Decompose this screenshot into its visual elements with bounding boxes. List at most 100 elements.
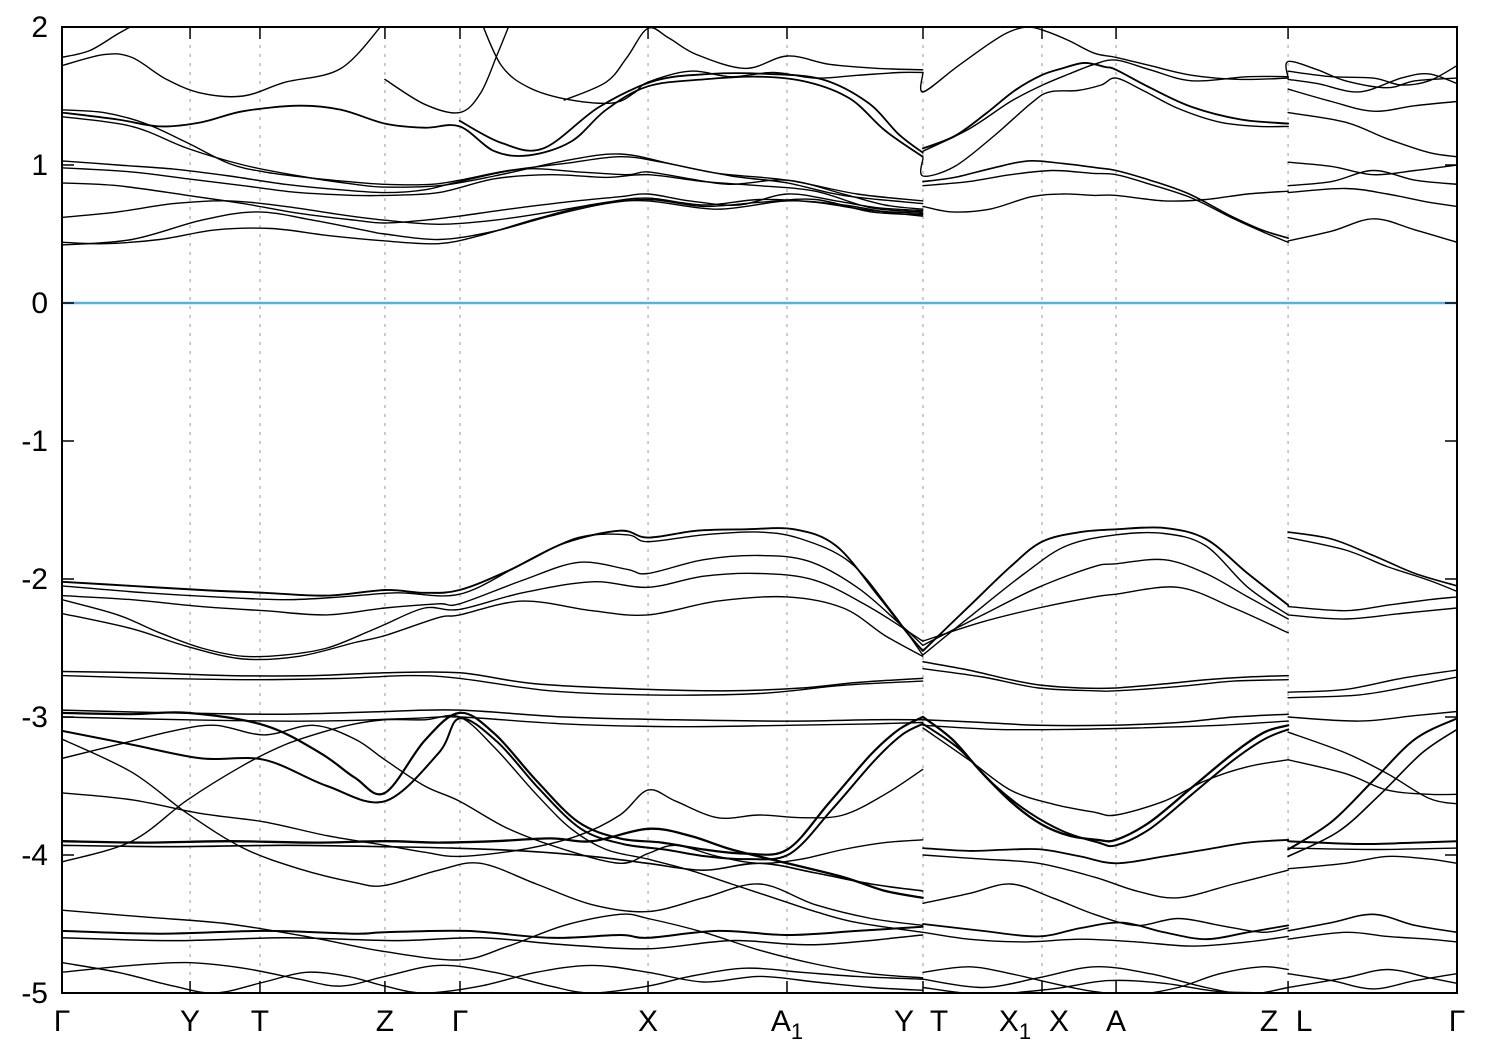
band-line [62,768,924,858]
x-tick-label: Y [894,1005,914,1038]
band-line [922,854,1289,899]
x-tick-label: T [251,1005,269,1038]
band-line [62,182,924,224]
band-line [922,558,1289,646]
band-line [922,722,1290,848]
band-line [1287,64,1457,86]
band-line [62,197,924,225]
band-line [1287,161,1457,176]
band-line [922,931,1289,947]
band-line [62,711,924,856]
band-line [62,961,924,993]
y-tick-label: 1 [31,149,48,182]
band-line [1287,88,1457,112]
band-line [922,531,1289,656]
band-line [1287,187,1457,208]
band-line [62,716,924,728]
band-line [1285,60,1457,89]
band-line [62,961,924,993]
band-line [384,27,510,114]
band-line [1287,536,1457,593]
x-tick-label: X [1049,1005,1069,1038]
band-line [1287,669,1457,693]
y-tick-label: -5 [21,977,48,1010]
band-line [1287,728,1457,858]
band-line [62,554,924,646]
band-line [1287,676,1457,699]
band-line [62,827,924,899]
band-line [1287,218,1457,243]
band-line [458,72,924,154]
band-line [922,966,1289,993]
y-tick-label: 0 [31,287,48,320]
band-line [919,77,1289,177]
band-line [62,198,924,245]
band-line [922,59,1289,152]
band-line [922,668,1289,692]
x-tick-label: Γ [54,1005,71,1038]
x-tick-label: Z [376,1005,394,1038]
band-line [922,190,1289,213]
band-line [1287,169,1457,187]
band-line [922,159,1289,239]
band-line [62,709,924,722]
y-tick-label: 2 [31,11,48,44]
y-tick-label: -2 [21,563,48,596]
band-line [62,934,924,950]
band-line [922,713,1289,727]
band-line [62,738,924,927]
band-line [1287,607,1457,620]
band-line [1287,855,1457,870]
band-line [922,883,1289,934]
bands-group [62,27,1457,993]
band-line [62,670,924,692]
band-line [922,720,1289,731]
band-line [919,27,1289,93]
band-line [62,674,924,696]
band-line [1287,731,1457,805]
x-tick-label: X1 [999,1005,1031,1044]
band-line [922,727,1289,817]
band-line [1287,913,1457,934]
band-line [922,526,1290,652]
band-line [922,979,1289,993]
band-line [62,167,924,213]
band-line [563,27,924,101]
band-line [1287,717,1457,851]
x-tick-label: A [1106,1005,1126,1038]
band-line [62,714,924,933]
plot-frame [61,26,1458,994]
band-line [1287,111,1457,158]
band-line [62,75,924,158]
band-line [62,909,924,979]
band-line [62,717,924,861]
x-tick-label: Y [180,1005,200,1038]
band-line [922,965,1289,993]
band-line [922,838,1290,865]
band-line [1287,968,1457,989]
band-line [1287,840,1457,846]
band-line [62,724,924,865]
band-line [1287,759,1457,796]
band-line [922,921,1290,941]
band-line [482,27,924,105]
band-line [62,160,924,210]
band-line [62,27,132,59]
band-line [1287,847,1457,851]
band-line [1287,72,1457,93]
band-line [922,661,1289,690]
band-line [1287,710,1457,722]
band-line [62,27,382,98]
band-line [62,572,924,658]
x-tick-label: T [930,1005,948,1038]
x-tick-label: Γ [1449,1005,1466,1038]
y-tick-label: -3 [21,701,48,734]
y-tick-label: -1 [21,425,48,458]
band-line [62,109,924,202]
band-line [1287,931,1457,943]
band-line [1287,596,1457,612]
band-line [62,199,924,246]
